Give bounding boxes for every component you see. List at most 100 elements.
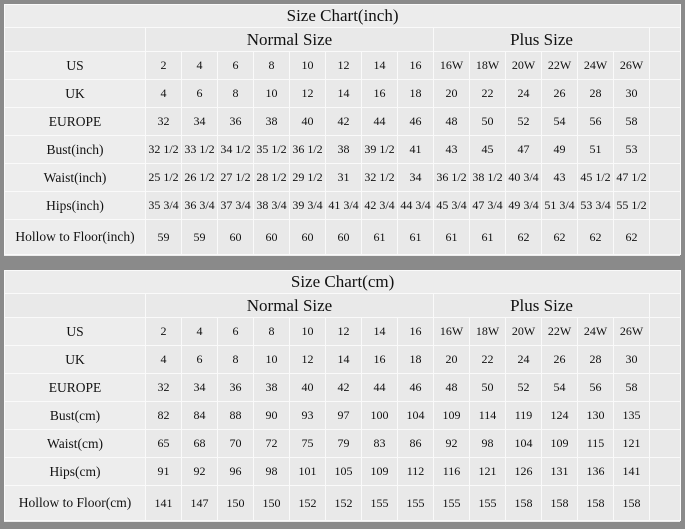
size-cell: 35 1/2 bbox=[253, 135, 290, 164]
size-cell: 10 bbox=[289, 51, 326, 80]
size-cell: 6 bbox=[181, 345, 218, 374]
size-cell: 44 bbox=[361, 107, 398, 136]
size-chart-inch: Size Chart(inch) Normal Size Plus Size US 2 4… bbox=[3, 4, 682, 256]
size-cell: 2 bbox=[145, 317, 182, 346]
size-cell: 131 bbox=[541, 457, 578, 486]
plus-size-header: Plus Size bbox=[433, 27, 650, 52]
size-cell: 38 bbox=[325, 135, 362, 164]
normal-size-header: Normal Size bbox=[145, 293, 434, 318]
size-cell: 92 bbox=[433, 429, 470, 458]
table-row: Hips(inch) 35 3/4 36 3/4 37 3/4 38 3/4 39 3/4… bbox=[4, 191, 682, 220]
size-cell: 55 1/2 bbox=[613, 191, 650, 220]
size-cell: 38 3/4 bbox=[253, 191, 290, 220]
size-cell: 70 bbox=[217, 429, 254, 458]
empty-cell bbox=[648, 401, 682, 430]
size-cell: 158 bbox=[505, 485, 542, 521]
size-table: Size Chart(cm) Normal Size Plus Size US 2 4 6 8… bbox=[3, 270, 682, 521]
size-cell: 60 bbox=[289, 219, 326, 255]
size-cell: 50 bbox=[469, 373, 506, 402]
size-cell: 59 bbox=[145, 219, 182, 255]
size-cell: 47 bbox=[505, 135, 542, 164]
size-cell: 121 bbox=[469, 457, 506, 486]
size-cell: 91 bbox=[145, 457, 182, 486]
size-cell: 20 bbox=[433, 345, 470, 374]
size-cell: 150 bbox=[217, 485, 254, 521]
empty-cell bbox=[648, 79, 682, 108]
size-cell: 62 bbox=[577, 219, 614, 255]
size-cell: 51 3/4 bbox=[541, 191, 578, 220]
size-cell: 51 bbox=[577, 135, 614, 164]
size-cell: 92 bbox=[181, 457, 218, 486]
size-cell: 155 bbox=[469, 485, 506, 521]
size-cell: 38 bbox=[253, 373, 290, 402]
size-cell: 109 bbox=[433, 401, 470, 430]
size-cell: 114 bbox=[469, 401, 506, 430]
row-label: US bbox=[4, 317, 146, 346]
size-cell: 105 bbox=[325, 457, 362, 486]
size-cell: 150 bbox=[253, 485, 290, 521]
size-cell: 147 bbox=[181, 485, 218, 521]
table-row: Waist(inch) 25 1/2 26 1/2 27 1/2 28 1/2 29 1/… bbox=[4, 163, 682, 192]
size-cell: 40 bbox=[289, 107, 326, 136]
size-cell: 24 bbox=[505, 345, 542, 374]
size-cell: 36 1/2 bbox=[289, 135, 326, 164]
size-cell: 26W bbox=[613, 51, 650, 80]
size-cell: 158 bbox=[541, 485, 578, 521]
size-cell: 40 bbox=[289, 373, 326, 402]
size-cell: 39 1/2 bbox=[361, 135, 398, 164]
size-cell: 54 bbox=[541, 107, 578, 136]
table-row: US 2 4 6 8 10 12 14 16 16W 18W 20W 22W 24W 26W bbox=[4, 317, 682, 346]
size-cell: 16 bbox=[361, 345, 398, 374]
size-cell: 26W bbox=[613, 317, 650, 346]
size-cell: 115 bbox=[577, 429, 614, 458]
size-cell: 33 1/2 bbox=[181, 135, 218, 164]
size-cell: 48 bbox=[433, 373, 470, 402]
size-cell: 46 bbox=[397, 373, 434, 402]
size-cell: 34 bbox=[397, 163, 434, 192]
size-cell: 12 bbox=[325, 51, 362, 80]
row-label: EUROPE bbox=[4, 107, 146, 136]
size-cell: 36 3/4 bbox=[181, 191, 218, 220]
size-cell: 22W bbox=[541, 51, 578, 80]
empty-cell bbox=[648, 219, 682, 255]
size-cell: 10 bbox=[289, 317, 326, 346]
empty-cell bbox=[648, 373, 682, 402]
size-cell: 47 1/2 bbox=[613, 163, 650, 192]
size-cell: 42 bbox=[325, 107, 362, 136]
chart-title: Size Chart(inch) bbox=[3, 4, 682, 28]
size-cell: 34 bbox=[181, 373, 218, 402]
size-cell: 18 bbox=[397, 79, 434, 108]
size-cell: 60 bbox=[325, 219, 362, 255]
size-cell: 32 bbox=[145, 373, 182, 402]
size-cell: 28 1/2 bbox=[253, 163, 290, 192]
empty-cell bbox=[648, 429, 682, 458]
size-cell: 56 bbox=[577, 373, 614, 402]
table-row: Hips(cm) 91 92 96 98 101 105 109 112 116 121 126 131… bbox=[4, 457, 682, 486]
size-cell: 38 bbox=[253, 107, 290, 136]
size-cell: 20W bbox=[505, 51, 542, 80]
row-label: Hollow to Floor(cm) bbox=[4, 485, 146, 521]
size-cell: 2 bbox=[145, 51, 182, 80]
size-cell: 20W bbox=[505, 317, 542, 346]
size-cell: 112 bbox=[397, 457, 434, 486]
table-row: EUROPE 32 34 36 38 40 42 44 46 48 50 52 54 56 58 bbox=[4, 373, 682, 402]
size-cell: 16 bbox=[397, 51, 434, 80]
size-cell: 93 bbox=[289, 401, 326, 430]
size-cell: 22 bbox=[469, 79, 506, 108]
size-cell: 34 bbox=[181, 107, 218, 136]
empty-cell bbox=[4, 27, 146, 52]
size-cell: 4 bbox=[181, 51, 218, 80]
size-cell: 52 bbox=[505, 373, 542, 402]
empty-cell bbox=[648, 135, 682, 164]
size-cell: 30 bbox=[613, 345, 650, 374]
table-row: US 2 4 6 8 10 12 14 16 16W 18W 20W 22W 24W 26W bbox=[4, 51, 682, 80]
size-cell: 30 bbox=[613, 79, 650, 108]
size-cell: 27 1/2 bbox=[217, 163, 254, 192]
size-cell: 82 bbox=[145, 401, 182, 430]
size-cell: 45 3/4 bbox=[433, 191, 470, 220]
size-cell: 44 bbox=[361, 373, 398, 402]
size-cell: 43 bbox=[433, 135, 470, 164]
size-cell: 53 3/4 bbox=[577, 191, 614, 220]
size-cell: 104 bbox=[505, 429, 542, 458]
normal-size-header: Normal Size bbox=[145, 27, 434, 52]
